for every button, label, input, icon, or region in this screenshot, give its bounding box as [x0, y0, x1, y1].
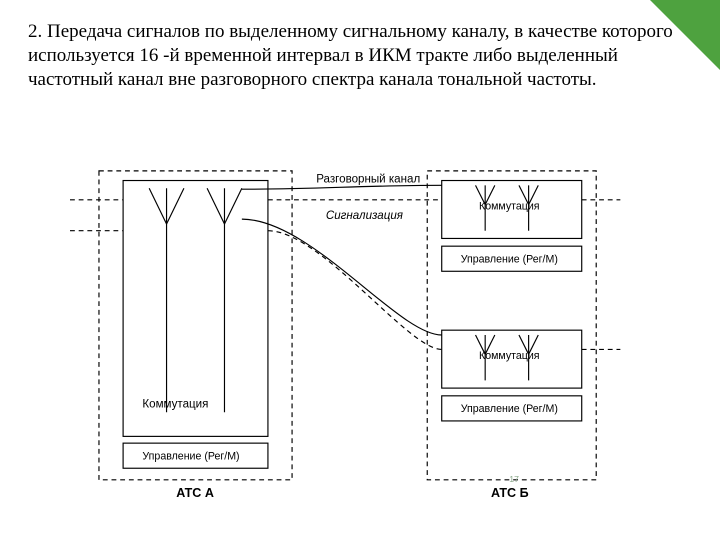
label-a-switching: Коммутация — [142, 398, 208, 410]
paragraph-text: 2. Передача сигналов по выделенному сигн… — [28, 20, 688, 91]
label-talk-channel: Разговорный канал — [316, 173, 420, 185]
page-number: 17 — [509, 474, 519, 484]
label-a-control: Управление (Рег/М) — [142, 451, 239, 463]
ats-b-outer — [427, 171, 596, 480]
label-ats-b: АТС Б — [491, 486, 529, 500]
label-b-control-2: Управление (Рег/М) — [461, 403, 558, 415]
signalling-line — [242, 219, 442, 335]
label-ats-a: АТС А — [176, 486, 214, 500]
label-b-switching-2: Коммутация — [479, 350, 540, 362]
signalling-dash — [70, 231, 620, 350]
fork-shape-2 — [207, 188, 242, 412]
label-b-control-1: Управление (Рег/М) — [461, 254, 558, 266]
talk-channel-line — [242, 185, 442, 189]
label-signalling: Сигнализация — [326, 210, 403, 222]
ats-a-outer — [99, 171, 292, 480]
fork-shape-1 — [149, 188, 184, 412]
signalling-diagram: Разговорный канал Сигнализация Коммутаци… — [70, 150, 630, 520]
label-b-switching-1: Коммутация — [479, 200, 540, 212]
